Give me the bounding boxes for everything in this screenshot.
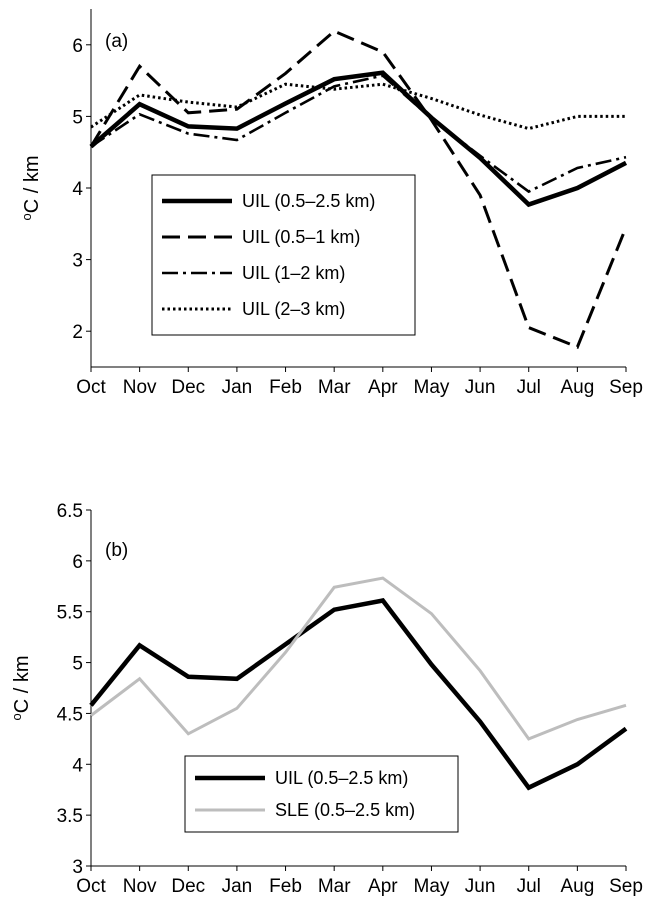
legend-label-4: UIL (2–3 km) <box>242 299 345 319</box>
x-tick-label: Apr <box>368 377 398 398</box>
x-tick-label: May <box>414 377 450 398</box>
x-tick-label: Aug <box>560 377 594 398</box>
y-tick-label: 6.5 <box>57 501 83 522</box>
legend-label-2: SLE (0.5–2.5 km) <box>275 800 415 820</box>
x-tick-label: May <box>414 876 450 897</box>
legend-label-2: UIL (0.5–1 km) <box>242 227 360 247</box>
x-tick-label: Nov <box>123 377 157 398</box>
y-tick-label: 4 <box>72 179 83 200</box>
y-axis-title-unit: C / km <box>11 655 33 713</box>
x-tick-label: Jan <box>222 876 253 897</box>
x-tick-label: Oct <box>76 377 106 398</box>
x-tick-label: Mar <box>318 876 351 897</box>
x-tick-label: Oct <box>76 876 106 897</box>
x-tick-label: Apr <box>368 876 398 897</box>
y-tick-label: 3 <box>72 857 83 878</box>
series-line-1 <box>89 598 628 791</box>
y-axis-title: oC / km <box>19 155 43 220</box>
series-line-4 <box>90 82 626 131</box>
panel-label: (b) <box>105 540 128 561</box>
x-tick-label: Aug <box>560 876 594 897</box>
x-tick-label: Jun <box>465 377 496 398</box>
x-tick-label: Dec <box>171 377 205 398</box>
y-tick-label: 2 <box>72 322 83 343</box>
panel-label: (a) <box>105 31 128 52</box>
x-tick-label: Nov <box>123 876 157 897</box>
y-axis-title: oC / km <box>9 655 33 720</box>
x-tick-label: Feb <box>269 876 302 897</box>
y-axis-title-unit: C / km <box>21 155 43 213</box>
x-tick-label: Jul <box>517 377 541 398</box>
x-tick-label: Sep <box>609 876 643 897</box>
legend-box <box>184 755 459 833</box>
legend-label-3: UIL (1–2 km) <box>242 263 345 283</box>
series-line-3 <box>90 74 627 194</box>
y-tick-label: 5 <box>72 654 83 675</box>
y-tick-label: 4 <box>72 755 83 776</box>
chart-panel-a: 2 3 4 5 6 Oct Nov Dec Jan Feb Mar Apr May Jun Jul Aug Se… <box>19 9 643 398</box>
y-tick-label: 6 <box>72 552 83 573</box>
y-tick-label: 4.5 <box>57 704 83 725</box>
x-tick-label: Feb <box>269 377 302 398</box>
x-tick-label: Jul <box>517 876 541 897</box>
x-tick-label: Dec <box>171 876 205 897</box>
x-tick-label: Jun <box>465 876 496 897</box>
chart-panel-b: 3 3.5 4 4.5 5 5.5 6 6.5 Oct Nov Dec Jan Feb Mar Apr May… <box>9 501 643 897</box>
y-axis-title-degree: o <box>19 213 34 220</box>
series-line-2 <box>89 29 628 349</box>
x-tick-label: Mar <box>318 377 351 398</box>
y-tick-label: 5.5 <box>57 603 83 624</box>
legend-label-1: UIL (0.5–2.5 km) <box>242 191 375 211</box>
x-tick-label: Jan <box>222 377 253 398</box>
y-tick-label: 5 <box>72 107 83 128</box>
y-tick-label: 3.5 <box>57 806 83 827</box>
y-tick-label: 6 <box>72 36 83 57</box>
y-axis-title-degree: o <box>9 713 24 720</box>
y-tick-label: 3 <box>72 251 83 272</box>
series-line-2 <box>90 576 627 741</box>
legend-label-1: UIL (0.5–2.5 km) <box>275 768 408 788</box>
series-line-1 <box>89 70 628 208</box>
x-tick-label: Sep <box>609 377 643 398</box>
